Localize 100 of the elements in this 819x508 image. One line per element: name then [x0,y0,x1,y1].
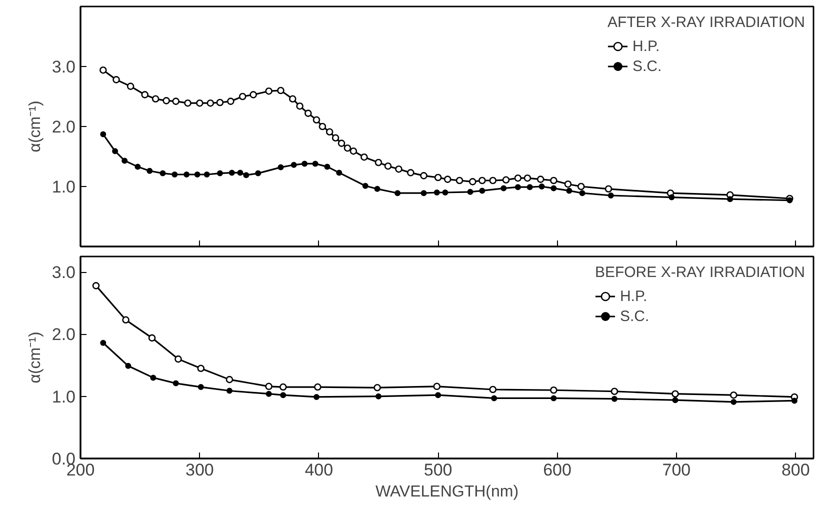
point [125,362,132,369]
point [550,185,557,192]
point [198,384,204,390]
point [491,395,498,402]
point [304,110,312,117]
point [730,398,737,405]
point [206,99,214,107]
point [112,76,120,84]
point [514,184,521,190]
point [786,197,793,204]
point [226,388,232,394]
point [92,282,100,290]
point [204,172,210,178]
point [194,172,200,178]
point [141,91,149,98]
point [730,391,738,399]
point [566,188,572,194]
legend-title: BEFORE X-RAY IRRADIATION [594,264,805,281]
legend-label: S.C. [632,58,662,74]
legend-label: S.C. [620,308,650,324]
point [265,87,272,95]
point [577,182,585,190]
y-tick-label: 1.0 [52,178,76,196]
point [227,98,234,105]
point [216,170,223,176]
point [290,162,297,168]
point [579,190,586,196]
point [444,176,452,183]
point [374,384,381,392]
point [374,186,380,192]
point [332,134,340,142]
point [608,192,614,198]
point [112,148,118,154]
point [420,172,428,180]
point [312,116,320,124]
point [302,160,308,167]
point [197,364,205,372]
y-tick-label: 1.0 [52,387,76,406]
x-tick-label: 800 [781,460,810,480]
y-tick-label: 3.0 [52,263,76,282]
point [502,176,510,184]
point [172,380,179,386]
point [296,102,304,110]
point [468,178,476,186]
point [238,92,246,100]
point [152,95,160,103]
point [489,176,497,184]
point [172,172,178,178]
point [550,176,558,184]
point [313,394,320,400]
point [280,392,286,398]
point [442,190,448,196]
point [266,390,272,397]
point [265,382,272,390]
legend-label: H.P. [632,38,660,54]
point [564,180,572,188]
point [394,190,401,196]
point [184,99,192,107]
legend-title: AFTER X-RAY IRRADIATION [607,14,805,31]
point [174,355,182,363]
point [100,340,106,346]
point [672,390,679,398]
point [243,172,250,178]
point [362,182,368,189]
point [489,386,497,394]
point [228,170,235,176]
point [172,98,180,105]
point [237,170,244,176]
point [122,158,128,164]
point [278,164,284,170]
point [478,176,486,184]
y-axis-title: α(cm⁻¹) [26,100,44,152]
point [727,196,734,202]
point [668,194,675,200]
point [456,176,464,184]
legend-label: H.P. [620,288,648,304]
point [336,170,342,176]
point [338,140,346,147]
point [216,98,224,106]
y-tick-label: 2.0 [52,118,76,136]
point [160,170,166,176]
point [122,316,130,324]
point [344,144,352,152]
point [99,66,107,74]
x-tick-label: 600 [543,460,572,480]
point [350,147,358,155]
x-tick-label: 700 [662,460,691,480]
point [360,153,368,161]
point [611,396,618,402]
point [318,122,326,130]
point [277,86,284,94]
point [196,99,204,107]
point [314,383,322,391]
x-tick-label: 500 [424,460,452,480]
x-tick-label: 400 [304,460,334,480]
point [514,174,522,182]
point [604,185,612,193]
point [500,185,507,192]
point [384,162,392,170]
point [791,398,798,404]
